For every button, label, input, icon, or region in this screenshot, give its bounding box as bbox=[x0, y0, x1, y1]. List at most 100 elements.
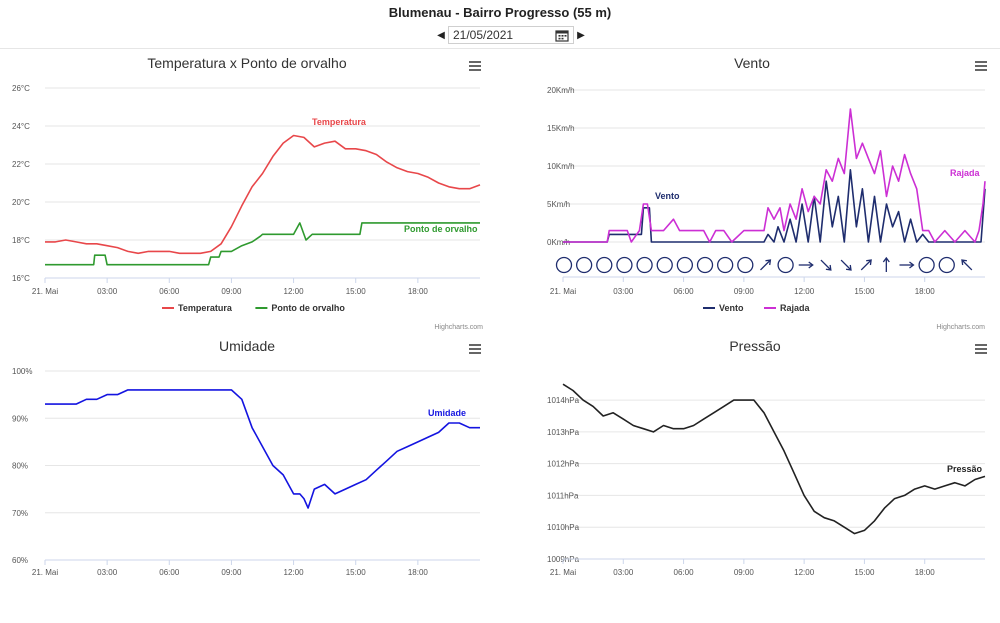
arrow-shaft bbox=[820, 259, 831, 270]
x-tick-label: 15:00 bbox=[346, 568, 367, 577]
x-tick-label: 06:00 bbox=[674, 568, 695, 577]
wind-calm-icon bbox=[575, 256, 593, 274]
menu-line bbox=[975, 61, 987, 63]
series-line-pressão bbox=[562, 383, 986, 535]
station-title: Blumenau - Bairro Progresso (55 m) bbox=[388, 5, 612, 20]
date-input[interactable]: 21/05/2021 bbox=[448, 26, 574, 44]
y-tick-label: 0Km/h bbox=[547, 238, 570, 247]
wind-calm-icon bbox=[555, 256, 573, 274]
chart-title: Umidade bbox=[219, 338, 275, 354]
wind-calm-icon bbox=[737, 256, 754, 274]
y-tick-label: 60% bbox=[12, 556, 28, 565]
arrow-shaft bbox=[840, 259, 851, 270]
chart-title: Pressão bbox=[729, 338, 781, 354]
y-tick-label: 20°C bbox=[12, 198, 30, 207]
hamburger-menu-icon[interactable] bbox=[975, 61, 987, 71]
series-line-umidade bbox=[45, 389, 480, 509]
chart-title: Vento bbox=[734, 55, 770, 71]
y-tick-label: 70% bbox=[12, 509, 28, 518]
arrow-head bbox=[866, 259, 872, 266]
wind-arrow-icon bbox=[961, 259, 973, 271]
arrow-head bbox=[765, 259, 772, 266]
y-tick-label: 5Km/h bbox=[547, 200, 570, 209]
series-line-temperatura bbox=[45, 134, 481, 255]
x-tick-label: 15:00 bbox=[854, 568, 875, 577]
x-tick-label: 18:00 bbox=[915, 287, 936, 296]
wind-calm-icon bbox=[676, 256, 694, 274]
y-tick-label: 1012hPa bbox=[547, 460, 580, 469]
legend-item[interactable]: Ponto de orvalho bbox=[271, 303, 345, 313]
arrow-shaft bbox=[760, 260, 771, 271]
chart-pressure: Pressão1009hPa1010hPa1011hPa1012hPa1013h… bbox=[500, 333, 1000, 623]
chart-group: Temperatura x Ponto de orvalho 16°C 18°C 20… bbox=[12, 55, 483, 331]
wind-arrow-icon bbox=[820, 259, 832, 271]
x-tick-label: 06:00 bbox=[159, 287, 180, 296]
wind-calm-icon bbox=[918, 256, 935, 274]
menu-line bbox=[975, 352, 987, 354]
hamburger-menu-icon[interactable] bbox=[469, 61, 481, 71]
y-tick-label: 80% bbox=[12, 462, 28, 471]
series-label: Pressão bbox=[947, 464, 983, 474]
menu-line bbox=[975, 65, 987, 67]
wind-calm-icon bbox=[696, 256, 714, 274]
menu-line bbox=[975, 344, 987, 346]
arrow-head bbox=[845, 264, 852, 271]
y-tick-label: 90% bbox=[12, 414, 28, 423]
series-label: Umidade bbox=[428, 408, 466, 418]
y-tick-label: 100% bbox=[12, 367, 32, 376]
x-tick-label: 06:00 bbox=[159, 568, 180, 577]
x-tick-label: 12:00 bbox=[284, 568, 305, 577]
y-tick-label: 16°C bbox=[12, 274, 30, 283]
credits-link: Highcharts.com bbox=[936, 324, 985, 331]
series-line-rajada bbox=[563, 108, 986, 243]
x-tick-label: 15:00 bbox=[854, 287, 875, 296]
chart-group: Vento 0Km/h 5Km/h 10Km/h 15Km/h 20Km/h 21. Mai… bbox=[547, 55, 987, 331]
x-tick-label: 21. Mai bbox=[550, 568, 576, 577]
x-tick-label: 21. Mai bbox=[32, 568, 58, 577]
wind-calm-icon bbox=[777, 256, 794, 274]
x-tick-label: 12:00 bbox=[794, 287, 815, 296]
menu-line bbox=[469, 65, 481, 67]
x-tick-label: 06:00 bbox=[674, 287, 695, 296]
series-line-vento bbox=[563, 169, 986, 243]
x-tick-label: 12:00 bbox=[794, 568, 815, 577]
arrow-head bbox=[882, 256, 890, 263]
y-tick-label: 1013hPa bbox=[547, 428, 580, 437]
date-value: 21/05/2021 bbox=[453, 28, 514, 42]
chart-title: Temperatura x Ponto de orvalho bbox=[147, 55, 346, 71]
caret-left-icon[interactable]: ◀ bbox=[437, 29, 445, 41]
chart-humidity: Umidade 60% 70% 80% 90% 100% 21. Mai 03:00 06:00… bbox=[0, 333, 500, 623]
y-tick-label: 24°C bbox=[12, 122, 30, 131]
arrow-head bbox=[825, 264, 832, 271]
hamburger-menu-icon[interactable] bbox=[975, 344, 987, 354]
legend-item[interactable]: Rajada bbox=[780, 303, 811, 313]
wind-calm-icon bbox=[636, 256, 653, 274]
x-tick-label: 03:00 bbox=[613, 568, 634, 577]
menu-line bbox=[469, 352, 481, 354]
series-line-ponto-de-orvalho bbox=[45, 222, 480, 266]
series-label: Ponto de orvalho bbox=[404, 224, 478, 234]
wind-chart-svg: Vento 0Km/h 5Km/h 10Km/h 15Km/h 20Km/h 21. Mai… bbox=[547, 55, 987, 331]
caret-right-icon[interactable]: ▶ bbox=[577, 29, 585, 41]
wind-arrow-icon bbox=[860, 259, 872, 271]
hamburger-menu-icon[interactable] bbox=[469, 344, 481, 354]
x-tick-label: 09:00 bbox=[734, 568, 755, 577]
series-label: Rajada bbox=[950, 168, 981, 178]
wind-arrow-icon bbox=[899, 261, 915, 269]
y-tick-label: 15Km/h bbox=[547, 124, 575, 133]
y-tick-label: 22°C bbox=[12, 160, 30, 169]
wind-calm-icon bbox=[938, 256, 955, 274]
x-tick-label: 03:00 bbox=[97, 287, 118, 296]
chart-wind: Vento 0Km/h 5Km/h 10Km/h 15Km/h 20Km/h 21. Mai… bbox=[500, 50, 1000, 340]
wind-calm-icon bbox=[596, 256, 613, 274]
wind-arrow-icon bbox=[798, 261, 814, 269]
series-label: Vento bbox=[655, 191, 680, 201]
legend-item[interactable]: Temperatura bbox=[178, 303, 233, 313]
arrow-shaft bbox=[962, 260, 973, 271]
legend-item[interactable]: Vento bbox=[719, 303, 744, 313]
x-tick-label: 18:00 bbox=[915, 568, 936, 577]
x-tick-label: 21. Mai bbox=[550, 287, 576, 296]
calendar-icon[interactable] bbox=[555, 29, 569, 42]
menu-line bbox=[975, 348, 987, 350]
menu-line bbox=[469, 344, 481, 346]
